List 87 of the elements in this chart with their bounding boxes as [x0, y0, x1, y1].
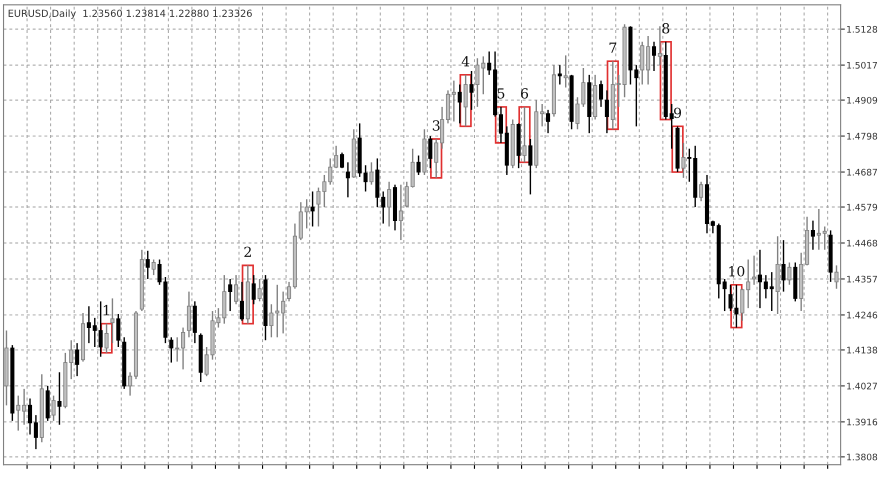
candlestick [128, 372, 132, 396]
y-tick-label: 1.4027 [847, 382, 877, 390]
candlestick [116, 313, 120, 348]
candlestick [428, 135, 432, 169]
text: 3 [432, 120, 440, 131]
y-tick-label: 1.5017 [847, 62, 877, 69]
candlestick [175, 336, 180, 362]
candlestick [752, 254, 756, 286]
candlestick [475, 58, 480, 108]
text: 10 [729, 266, 744, 277]
candlestick [252, 274, 256, 305]
text: 7 [610, 42, 616, 53]
candlestick [581, 67, 586, 108]
candlestick [522, 106, 527, 164]
chart-title: EURUSD,Daily 1.23560 1.23814 1.22880 1.23326 [8, 9, 252, 19]
y-tick-label: 1.4246 [847, 312, 878, 318]
candlestick [157, 258, 162, 286]
candlestick [240, 281, 244, 322]
text: 2 [244, 246, 251, 257]
candlestick [734, 284, 738, 328]
text: 9 [674, 108, 682, 118]
candlestick [310, 190, 315, 228]
candlestick [458, 84, 462, 124]
text: 8 [662, 23, 670, 34]
candlestick [498, 106, 503, 144]
candlestick [228, 278, 232, 312]
candlestick [416, 154, 421, 176]
candlestick [364, 164, 368, 192]
candlestick [528, 138, 532, 196]
candlestick [634, 64, 638, 128]
candlestick [728, 284, 733, 312]
candlestick [369, 162, 374, 186]
y-tick-label: 1.4687 [847, 168, 877, 176]
candlestick [286, 281, 292, 302]
text: 1 [104, 304, 109, 316]
candlestick [699, 181, 704, 202]
candlestick [52, 394, 56, 422]
candlestick [604, 90, 609, 134]
candlestick [104, 322, 109, 354]
y-tick-label: 1.3916 [847, 418, 878, 426]
candlestick [75, 342, 80, 377]
candlestick [464, 74, 468, 128]
y-tick-label: 1.4909 [847, 96, 878, 104]
candlestick [398, 184, 403, 241]
candlestick [34, 414, 38, 450]
y-tick-label: 1.4138 [847, 346, 878, 354]
candlestick [152, 258, 156, 276]
candlestick [810, 220, 815, 250]
candlestick [57, 372, 62, 426]
text: 5 [498, 88, 504, 99]
y-tick-label: 1.3808 [847, 454, 878, 460]
candlestick [658, 26, 662, 66]
candlestick [598, 80, 604, 108]
y-tick-label: 1.4468 [847, 240, 878, 247]
y-tick-label: 1.4798 [847, 132, 878, 140]
candlestick [387, 181, 392, 228]
y-tick-label: 1.4579 [847, 204, 878, 211]
candlestick [564, 54, 568, 88]
candlestick [575, 96, 580, 130]
candlestick [452, 80, 456, 122]
candlestick [558, 64, 562, 86]
candlestick [781, 239, 786, 292]
candlestick [146, 250, 150, 280]
candlestick [652, 41, 656, 72]
candlestick [169, 336, 174, 364]
candlestick [204, 346, 209, 377]
candlestick [481, 56, 486, 95]
candlestick [440, 106, 444, 150]
text: 4 [462, 56, 470, 66]
candlestick [487, 50, 492, 76]
text: 6 [521, 88, 528, 99]
candlestick [681, 142, 686, 179]
candlestick [340, 152, 344, 169]
candlestick [758, 249, 762, 309]
y-tick-label: 1.4357 [847, 276, 877, 283]
candlestick [28, 398, 32, 436]
candlestick [110, 298, 114, 344]
candlestick [787, 262, 792, 286]
candlestick [181, 326, 186, 370]
candlestick [434, 138, 438, 179]
candlestick [346, 162, 350, 198]
candlestick [234, 274, 238, 305]
y-tick-label: 1.5128 [847, 26, 878, 33]
candlestick [316, 186, 321, 228]
candlestick [469, 70, 474, 111]
candlestick [258, 278, 262, 302]
candlestick [546, 109, 550, 134]
